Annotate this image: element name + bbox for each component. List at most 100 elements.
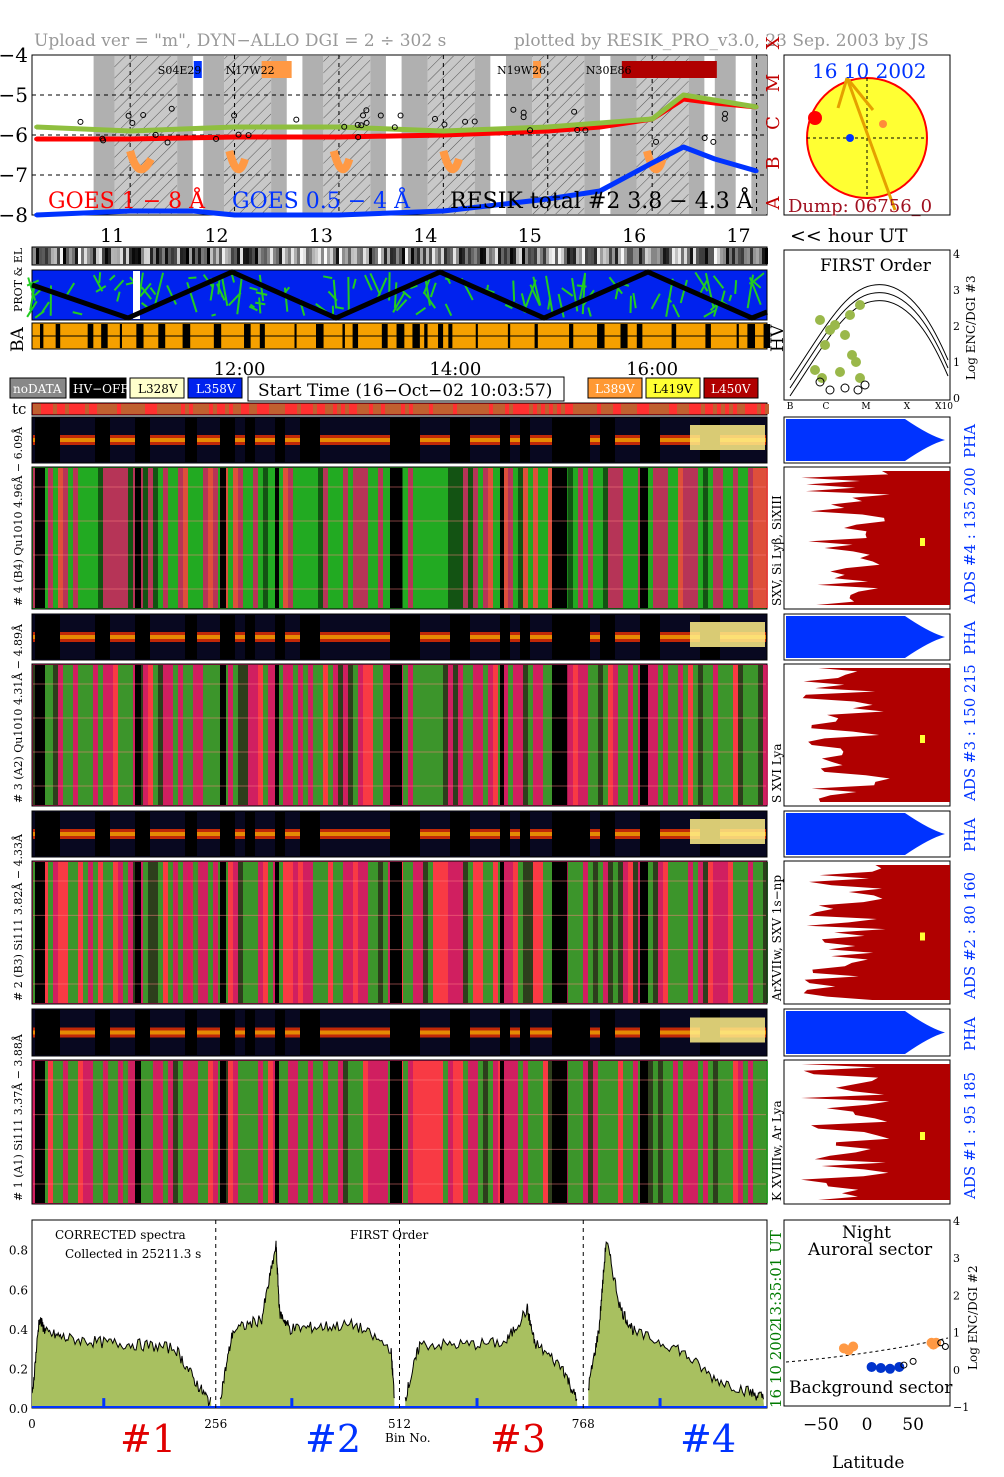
spectro-black-col xyxy=(135,1061,141,1203)
spectro-column xyxy=(253,468,258,608)
resik-descent-1 xyxy=(225,149,249,174)
spectro-column xyxy=(678,468,683,608)
latitude-dot-1-0 xyxy=(866,1361,877,1372)
spectro-column xyxy=(533,665,538,805)
spectro-column xyxy=(573,862,578,1003)
spectro-column xyxy=(68,665,73,805)
spectro-column xyxy=(728,862,733,1003)
spectro-column xyxy=(233,665,238,805)
spectro-column xyxy=(678,862,683,1003)
spectro-black-col xyxy=(552,665,568,805)
tc-strip-cell xyxy=(333,404,337,414)
resik-open-point-21 xyxy=(100,137,107,144)
prot-green-stroke xyxy=(116,291,121,302)
grey-strip-cell xyxy=(231,248,234,264)
spectro-column xyxy=(668,665,673,805)
spectro-column xyxy=(148,862,153,1003)
latitude-xlabel: Latitude xyxy=(832,1453,904,1473)
prot-green-stroke xyxy=(186,281,198,313)
grey-strip-cell xyxy=(378,248,381,264)
goes-point-1-3 xyxy=(232,213,237,217)
spectro-column xyxy=(548,862,553,1003)
goes054-legend: GOES 0.5 − 4 Å xyxy=(232,186,411,214)
spectro-column xyxy=(228,665,233,805)
tc-strip-cell xyxy=(625,404,629,414)
spectro-column xyxy=(598,665,603,805)
hour-tick-3: 14 xyxy=(413,225,437,247)
grey-strip-cell xyxy=(528,248,531,264)
tc-strip-cell xyxy=(705,404,709,414)
tc-strip-cell xyxy=(113,404,117,414)
pha-black-col xyxy=(135,615,150,659)
spectro-column xyxy=(593,1061,598,1203)
prot-green-stroke xyxy=(734,280,738,294)
spectro-column xyxy=(373,1061,378,1203)
goes-lightcurve-panel: −4 −5 −6 −7 −8 S04E29 N17W22 N19W26 N30E86 X M C B… xyxy=(0,36,784,227)
grey-strip-cell xyxy=(219,248,222,264)
spectro-column xyxy=(493,1061,498,1203)
tc-strip-cell xyxy=(169,404,173,414)
spectro-column xyxy=(453,1061,458,1203)
goes-point-1-4 xyxy=(336,213,341,217)
grey-strip-cell xyxy=(612,248,615,264)
tc-strip-cell xyxy=(345,404,349,414)
l419v-key xyxy=(645,377,701,399)
spectro-column xyxy=(758,862,763,1003)
grey-strip-cell xyxy=(348,248,351,264)
first-order-xtick-3: X xyxy=(904,402,911,412)
spectro-black-col xyxy=(220,862,226,1003)
pha-black-col xyxy=(220,1010,235,1055)
grey-strip-cell xyxy=(480,248,483,264)
spectro-column xyxy=(438,665,443,805)
goes-point-1-1 xyxy=(128,209,133,213)
pha-profile-fill xyxy=(786,813,945,855)
tc-strip-cell xyxy=(285,404,289,414)
grey-strip-cell xyxy=(723,248,726,264)
grey-strip-cell xyxy=(159,248,162,264)
prot-green-stroke xyxy=(529,284,541,307)
spectro-column xyxy=(668,1061,673,1203)
spectro-column xyxy=(758,468,763,608)
spectro-column xyxy=(173,1061,178,1203)
hour-tick-5: 16 xyxy=(622,225,646,247)
spectro-column xyxy=(153,468,158,608)
spectro-column xyxy=(173,665,178,805)
active-region-label-3: N30E86 xyxy=(586,64,632,77)
grey-strip-cell xyxy=(663,248,666,264)
prot-green-stroke xyxy=(392,291,406,313)
spectro-column xyxy=(328,468,333,608)
prot-green-stroke xyxy=(672,304,681,318)
ads-marker xyxy=(920,932,925,941)
tc-strip-cell xyxy=(125,404,129,414)
tc-strip-cell xyxy=(385,404,389,414)
spectro-column xyxy=(118,665,123,805)
tc-strip-cell xyxy=(653,404,657,414)
spectro-column xyxy=(58,1061,63,1203)
spectro-column xyxy=(338,468,343,608)
pha-bright-region xyxy=(690,425,765,450)
tc-strip-cell xyxy=(293,404,297,414)
pha-black-col xyxy=(600,1010,615,1055)
spectro-column xyxy=(63,862,68,1003)
grey-strip-cell xyxy=(99,248,102,264)
tc-strip-cell xyxy=(389,404,393,414)
spectro-column xyxy=(88,468,93,608)
spectro-column xyxy=(713,862,718,1003)
goes-point-0-2 xyxy=(232,135,237,139)
spectro-column xyxy=(463,1061,468,1203)
pha-black-col xyxy=(520,812,530,856)
tc-strip-cell xyxy=(757,404,761,414)
grey-strip-cell xyxy=(279,248,282,264)
spectro-column xyxy=(78,665,83,805)
grey-strip-cell xyxy=(369,248,372,264)
pha-label-0: PHA xyxy=(961,424,979,458)
grey-strip-cell xyxy=(579,248,582,264)
latitude-dot-2-2 xyxy=(931,1337,942,1348)
pha-black-col xyxy=(135,1010,150,1055)
grey-strip-cell xyxy=(228,248,231,264)
spectro-column xyxy=(733,468,738,608)
prot-green-stroke xyxy=(139,282,152,298)
spectro-column xyxy=(748,862,753,1003)
tc-strip-cell xyxy=(381,404,385,414)
grey-strip-cell xyxy=(585,248,588,264)
